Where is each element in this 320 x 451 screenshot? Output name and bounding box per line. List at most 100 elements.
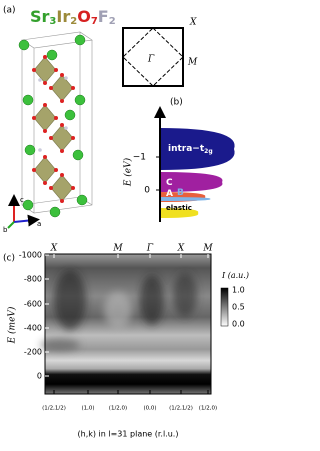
- fluorine: [64, 76, 68, 80]
- colorbar-tick: 0.5: [232, 303, 245, 312]
- oxygen: [43, 55, 47, 59]
- element: Sr: [30, 7, 50, 26]
- colorbar-tick: 1.0: [232, 286, 245, 295]
- peak: [160, 172, 223, 192]
- count: 2: [70, 16, 77, 27]
- y-tick-label: -400: [24, 324, 42, 333]
- heatmap: [40, 253, 212, 395]
- top-label: M: [112, 244, 123, 254]
- oxygen: [32, 68, 36, 72]
- strontium: [74, 94, 86, 106]
- oxygen: [71, 186, 75, 190]
- colorbar: [220, 287, 229, 327]
- fluorine: [64, 126, 68, 130]
- strontium: [74, 34, 86, 46]
- axis-label: c: [20, 196, 24, 204]
- bz-label: M: [187, 58, 198, 68]
- bottom-label: (1/2,1/2): [169, 406, 193, 412]
- tick-label: 0: [144, 186, 150, 196]
- peak: [160, 128, 235, 170]
- bottom-label: (1/2,1/2): [42, 406, 66, 412]
- peak-subscript: 2g: [204, 148, 212, 155]
- axis-title: E (meV): [7, 306, 18, 344]
- oxygen: [60, 73, 64, 77]
- figure: (a) Sr3Ir2O7F2 c b a X M Γ (b) intra−t2g…: [3, 6, 249, 439]
- oxygen: [54, 168, 58, 172]
- oxygen: [43, 155, 47, 159]
- count: 2: [109, 16, 116, 27]
- axis-title: (h,k) in l=31 plane (r.l.u.): [78, 430, 179, 439]
- strontium: [64, 109, 76, 121]
- octahedron: [33, 56, 57, 84]
- oxygen: [32, 116, 36, 120]
- panel-label: (c): [3, 254, 15, 264]
- element: Ir: [56, 7, 70, 26]
- peak-label: elastic: [166, 204, 192, 212]
- count: 3: [49, 16, 56, 27]
- bottom-label: (0,0): [143, 406, 156, 412]
- colorbar-tick: 0.0: [232, 320, 245, 329]
- strontium: [72, 149, 84, 161]
- oxygen: [71, 136, 75, 140]
- axis-label: a: [37, 220, 41, 228]
- y-tick-label: -800: [24, 275, 42, 284]
- oxygen: [43, 129, 47, 133]
- oxygen: [71, 86, 75, 90]
- top-label: M: [202, 244, 213, 254]
- strontium: [49, 206, 61, 218]
- strontium: [22, 94, 34, 106]
- oxygen: [60, 99, 64, 103]
- oxygen: [60, 173, 64, 177]
- bottom-label: (1/2,0): [199, 406, 217, 412]
- oxygen: [43, 103, 47, 107]
- crystal-axes: c b a: [3, 194, 41, 234]
- fluorine: [38, 148, 42, 152]
- y-tick-label: 0: [37, 372, 42, 381]
- heatmap-axes: -1000 -800 -600 -400 -200 0 X M Γ X M (1/2,1/2) (1,0…: [19, 244, 245, 412]
- axis-title: E (eV): [123, 157, 134, 187]
- peak-label: A: [166, 189, 173, 199]
- count: 7: [91, 16, 98, 27]
- oxygen: [49, 136, 53, 140]
- strontium: [24, 144, 36, 156]
- oxygen: [54, 116, 58, 120]
- fluorine: [38, 78, 42, 82]
- formula: Sr3Ir2O7F2: [30, 7, 116, 28]
- strontium: [22, 199, 34, 211]
- y-tick-label: -1000: [19, 251, 42, 260]
- bz-label: X: [189, 18, 197, 28]
- oxygen: [60, 199, 64, 203]
- strontium: [46, 49, 58, 61]
- brillouin-zone: X M Γ: [122, 18, 198, 87]
- element: O: [77, 7, 91, 26]
- panel-label: (b): [170, 98, 183, 108]
- octahedron: [50, 174, 74, 202]
- top-label: X: [177, 244, 185, 254]
- oxygen: [32, 168, 36, 172]
- top-label: X: [50, 244, 58, 254]
- oxygen: [49, 86, 53, 90]
- peak: [160, 197, 211, 201]
- peak-name: intra−t: [168, 144, 205, 154]
- bottom-label: (1,0): [81, 406, 94, 412]
- axis-label: b: [3, 226, 8, 234]
- oxygen: [54, 68, 58, 72]
- colorbar-title: I (a.u.): [221, 271, 249, 280]
- peak-name: C: [166, 178, 173, 188]
- peak-label: B: [177, 188, 184, 198]
- oxygen: [60, 123, 64, 127]
- peak-name: A: [166, 189, 173, 199]
- top-label: Γ: [146, 244, 154, 254]
- cell: [21, 31, 93, 214]
- peak: [160, 208, 199, 218]
- element: F: [98, 7, 109, 26]
- peak-label: C: [166, 178, 173, 188]
- panel-label: (a): [3, 6, 16, 16]
- octahedron: [50, 74, 74, 102]
- oxygen: [43, 181, 47, 185]
- oxygen: [60, 149, 64, 153]
- peak-name: elastic: [166, 204, 192, 212]
- strontium: [76, 194, 88, 206]
- tick-label: −1: [133, 153, 146, 163]
